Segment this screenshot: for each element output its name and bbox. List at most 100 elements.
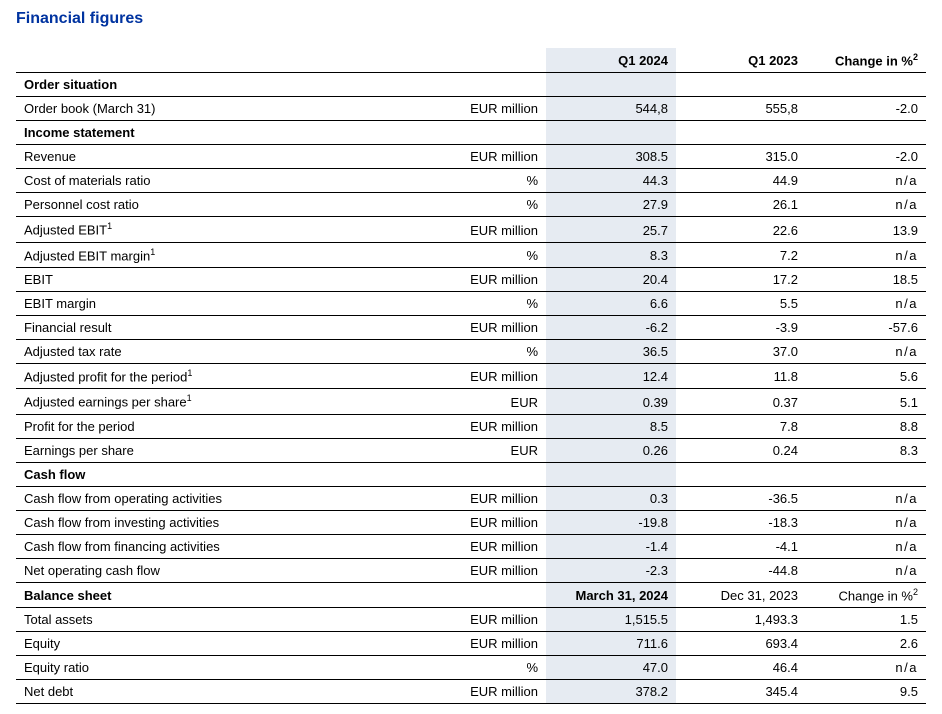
cell-change: n/a: [806, 534, 926, 558]
cell-col2: -36.5: [676, 486, 806, 510]
cell-label: Profit for the period: [16, 414, 356, 438]
table-row: Cost of materials ratio%44.344.9n/a: [16, 169, 926, 193]
cell-col2: -44.8: [676, 558, 806, 582]
cell-col2: 315.0: [676, 145, 806, 169]
cell-col2: [676, 462, 806, 486]
cell-label: Earnings per share: [16, 438, 356, 462]
cell-col1: 12.4: [546, 363, 676, 388]
table-row: Adjusted earnings per share1EUR0.390.375…: [16, 389, 926, 414]
cell-change: n/a: [806, 291, 926, 315]
cell-change: n/a: [806, 558, 926, 582]
cell-col2: Dec 31, 2023: [676, 582, 806, 607]
cell-col1: 6.6: [546, 291, 676, 315]
cell-unit: EUR million: [356, 267, 546, 291]
section-label: Balance sheet: [16, 582, 356, 607]
page-title: Financial figures: [16, 10, 926, 28]
cell-col1: -1.4: [546, 534, 676, 558]
cell-change: -2.0: [806, 97, 926, 121]
cell-col2: -3.9: [676, 315, 806, 339]
table-row: Net debtEUR million378.2345.49.5: [16, 679, 926, 703]
cell-label: Equity ratio: [16, 655, 356, 679]
section-label: Cash flow: [16, 462, 356, 486]
table-row: Earnings per shareEUR0.260.248.3: [16, 438, 926, 462]
cell-unit: EUR million: [356, 315, 546, 339]
header-label: [16, 48, 356, 73]
table-row: Adjusted tax rate%36.537.0n/a: [16, 339, 926, 363]
cell-unit: EUR: [356, 438, 546, 462]
cell-unit: EUR: [356, 389, 546, 414]
table-row: Order situation: [16, 73, 926, 97]
cell-col2: 0.37: [676, 389, 806, 414]
cell-col1: -2.3: [546, 558, 676, 582]
cell-unit: %: [356, 242, 546, 267]
cell-unit: %: [356, 193, 546, 217]
cell-col1: 544,8: [546, 97, 676, 121]
table-row: Order book (March 31)EUR million544,8555…: [16, 97, 926, 121]
cell-col2: 0.24: [676, 438, 806, 462]
cell-unit: [356, 121, 546, 145]
cell-label: Total assets: [16, 607, 356, 631]
cell-col1: 44.3: [546, 169, 676, 193]
cell-unit: [356, 73, 546, 97]
financial-table: Q1 2024 Q1 2023 Change in %2 Order situa…: [16, 48, 926, 704]
cell-col1: [546, 462, 676, 486]
cell-label: Revenue: [16, 145, 356, 169]
cell-unit: %: [356, 291, 546, 315]
cell-label: Cash flow from investing activities: [16, 510, 356, 534]
cell-col1: March 31, 2024: [546, 582, 676, 607]
cell-change: -57.6: [806, 315, 926, 339]
cell-col1: -19.8: [546, 510, 676, 534]
cell-col1: 27.9: [546, 193, 676, 217]
cell-col1: 0.26: [546, 438, 676, 462]
cell-col2: 11.8: [676, 363, 806, 388]
cell-change: n/a: [806, 486, 926, 510]
table-row: EBITEUR million20.417.218.5: [16, 267, 926, 291]
table-row: Adjusted EBIT1EUR million25.722.613.9: [16, 217, 926, 242]
cell-label: EBIT: [16, 267, 356, 291]
cell-unit: %: [356, 169, 546, 193]
cell-label: Cash flow from operating activities: [16, 486, 356, 510]
cell-col2: [676, 121, 806, 145]
cell-col2: 17.2: [676, 267, 806, 291]
cell-label: Cash flow from financing activities: [16, 534, 356, 558]
table-row: EBIT margin%6.65.5n/a: [16, 291, 926, 315]
section-label: Order situation: [16, 73, 356, 97]
cell-change: 1.5: [806, 607, 926, 631]
cell-col2: 7.2: [676, 242, 806, 267]
table-row: RevenueEUR million308.5315.0-2.0: [16, 145, 926, 169]
cell-change: 8.8: [806, 414, 926, 438]
header-col1: Q1 2024: [546, 48, 676, 73]
cell-col2: 26.1: [676, 193, 806, 217]
table-row: EquityEUR million711.6693.42.6: [16, 631, 926, 655]
cell-change: 13.9: [806, 217, 926, 242]
cell-change: n/a: [806, 339, 926, 363]
cell-col1: 20.4: [546, 267, 676, 291]
cell-label: Order book (March 31): [16, 97, 356, 121]
cell-change: [806, 73, 926, 97]
cell-unit: EUR million: [356, 217, 546, 242]
cell-col1: 0.3: [546, 486, 676, 510]
cell-unit: [356, 462, 546, 486]
cell-col1: 36.5: [546, 339, 676, 363]
table-header-row: Q1 2024 Q1 2023 Change in %2: [16, 48, 926, 73]
cell-change: 18.5: [806, 267, 926, 291]
cell-label: Adjusted profit for the period1: [16, 363, 356, 388]
cell-col1: 25.7: [546, 217, 676, 242]
cell-unit: EUR million: [356, 607, 546, 631]
cell-col1: 308.5: [546, 145, 676, 169]
cell-col1: -6.2: [546, 315, 676, 339]
cell-label: Personnel cost ratio: [16, 193, 356, 217]
cell-col2: 22.6: [676, 217, 806, 242]
cell-change: [806, 121, 926, 145]
cell-unit: [356, 582, 546, 607]
cell-change: 5.6: [806, 363, 926, 388]
cell-col2: 7.8: [676, 414, 806, 438]
cell-label: Equity: [16, 631, 356, 655]
cell-col2: [676, 73, 806, 97]
cell-label: Financial result: [16, 315, 356, 339]
cell-unit: EUR million: [356, 558, 546, 582]
cell-col2: 1,493.3: [676, 607, 806, 631]
cell-label: Cost of materials ratio: [16, 169, 356, 193]
cell-col2: 345.4: [676, 679, 806, 703]
cell-change: 8.3: [806, 438, 926, 462]
